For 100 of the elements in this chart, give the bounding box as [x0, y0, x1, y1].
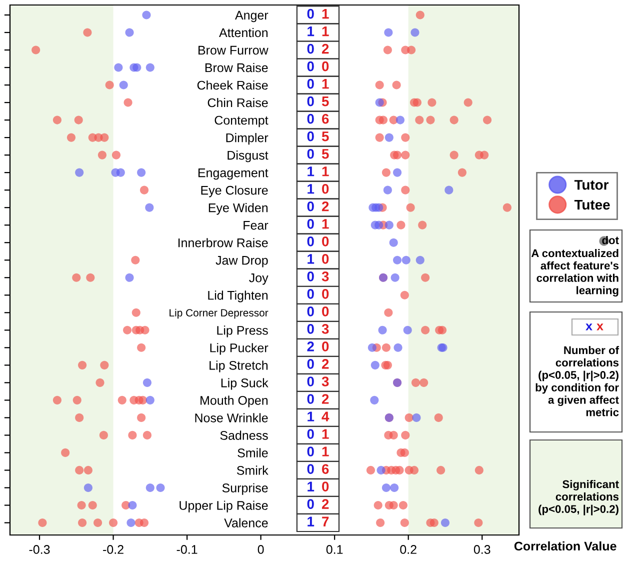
annotation: 2 — [307, 342, 314, 352]
y-tick-label: Joy — [249, 274, 268, 285]
y-tick-label: Jaw Drop — [216, 256, 268, 268]
annotation: 6 — [322, 464, 329, 474]
y-tick-label: Brow Raise — [205, 62, 268, 72]
annotation: 0 — [307, 272, 314, 282]
annotation: 1 — [308, 254, 314, 264]
y-tick-label: Sadness — [220, 430, 268, 440]
y-tick-label: Valence — [224, 518, 268, 528]
annotation: 1 — [322, 429, 329, 439]
x-axis-title: Correlation Value — [514, 541, 616, 551]
text: x — [586, 324, 592, 330]
annotation: 0 — [322, 482, 329, 492]
y-tick-label: Lip Press — [217, 326, 268, 338]
annotation: 6 — [322, 114, 329, 124]
annotation: 0 — [307, 394, 314, 404]
annotation: 0 — [307, 306, 314, 316]
annotation: 0 — [307, 359, 314, 369]
y-tick-label: Lid Tighten — [208, 290, 268, 302]
y-tick-label: Mouth Open — [200, 396, 268, 408]
annotation: 1 — [322, 26, 329, 36]
annotation: 1 — [308, 516, 314, 526]
annotation: 1 — [322, 219, 329, 229]
y-tick-label: Upper Lip Raise — [180, 500, 268, 512]
annotation: 0 — [307, 44, 314, 54]
annotation: 1 — [322, 166, 329, 176]
x-tick-label: -0.2 — [103, 545, 124, 554]
annotation: 2 — [322, 499, 329, 509]
annotation: 0 — [307, 114, 314, 124]
annotation: 4 — [322, 412, 330, 422]
annotation: 1 — [322, 79, 329, 89]
y-tick-label: Anger — [235, 10, 268, 22]
annotation: 0 — [307, 464, 314, 474]
y-tick-label: Lip Pucker — [210, 343, 268, 355]
legend-label: Tutor — [574, 180, 609, 190]
annotation: 5 — [322, 132, 329, 142]
y-tick-label: Engagement — [198, 168, 268, 180]
y-tick-label: Contempt — [214, 116, 268, 128]
y-tick-label: Eye Closure — [201, 186, 268, 198]
y-tick-label: Chin Raise — [208, 98, 268, 108]
annotation: 2 — [322, 359, 329, 369]
y-tick-label: Disgust — [228, 150, 268, 162]
text: Number of correlations (p<0.05, |r|>0.2) by condition for a given affect metric — [536, 346, 620, 416]
annotation: 1 — [322, 9, 329, 19]
annotation: 3 — [322, 324, 329, 334]
annotation: 0 — [307, 148, 314, 159]
y-tick-label: Cheek Raise — [197, 80, 268, 90]
annotation: 1 — [308, 482, 314, 492]
y-tick-label: Smile — [238, 448, 268, 458]
annotation: 1 — [308, 412, 314, 422]
x-tick-label: -0.3 — [29, 545, 50, 554]
annotation: 0 — [307, 289, 314, 299]
y-tick-label: Innerbrow Raise — [178, 238, 268, 248]
x-tick-label: 0.2 — [400, 545, 416, 554]
legend-label: Tutee — [574, 200, 610, 210]
band-label: Significant correlations (p<0.05, |r|>0.2) — [538, 480, 619, 516]
y-tick-label: Brow Furrow — [198, 46, 268, 55]
text: dot — [602, 236, 619, 244]
y-tick-label: Lip Stretch — [210, 360, 268, 372]
annotation: 0 — [307, 499, 314, 509]
text: A contextualized affect feature's correlation with learning — [531, 249, 619, 297]
annotation: 0 — [307, 8, 314, 19]
y-tick-label: Lip Suck — [221, 378, 268, 390]
annotation: 0 — [307, 324, 314, 334]
annotation: 3 — [322, 272, 329, 282]
y-tick-label: Lip Corner Depressor — [170, 308, 268, 319]
annotation: 0 — [322, 306, 329, 316]
annotation: 0 — [322, 184, 329, 194]
x-tick-label: -0.1 — [176, 545, 198, 554]
annotation: 1 — [308, 26, 314, 36]
y-tick-label: Attention — [219, 28, 268, 38]
annotation: 5 — [322, 149, 329, 159]
y-tick-label: Dimpler — [226, 133, 268, 145]
annotation: 2 — [322, 201, 329, 212]
annotation: 2 — [322, 394, 329, 404]
annotation: 0 — [307, 218, 314, 229]
y-tick-label: Fear — [244, 221, 268, 230]
annotation: 0 — [307, 201, 314, 212]
annotation: 5 — [322, 96, 329, 106]
x-tick-label: 0.1 — [326, 545, 343, 554]
y-tick-label: Eye Widen — [208, 203, 268, 215]
text: x — [596, 324, 604, 330]
annotation: 0 — [322, 342, 329, 352]
annotation: 1 — [322, 446, 329, 456]
annotation: 0 — [322, 61, 329, 72]
y-tick-label: Smirk — [236, 466, 268, 475]
annotation: 7 — [322, 516, 329, 526]
annotation: 0 — [307, 376, 314, 386]
annotation: 0 — [322, 289, 329, 299]
annotation: 0 — [307, 236, 314, 246]
annotation: 0 — [322, 254, 329, 264]
annotation: 1 — [308, 166, 314, 176]
annotation: 0 — [307, 78, 314, 89]
annotation: 0 — [307, 131, 314, 142]
annotation: 2 — [322, 44, 329, 54]
y-tick-label: Surprise — [222, 483, 268, 495]
x-tick-label: 0 — [258, 545, 264, 554]
annotation: 0 — [322, 236, 329, 246]
y-tick-label: Nose Wrinkle — [195, 413, 268, 422]
annotation: 1 — [308, 184, 314, 194]
